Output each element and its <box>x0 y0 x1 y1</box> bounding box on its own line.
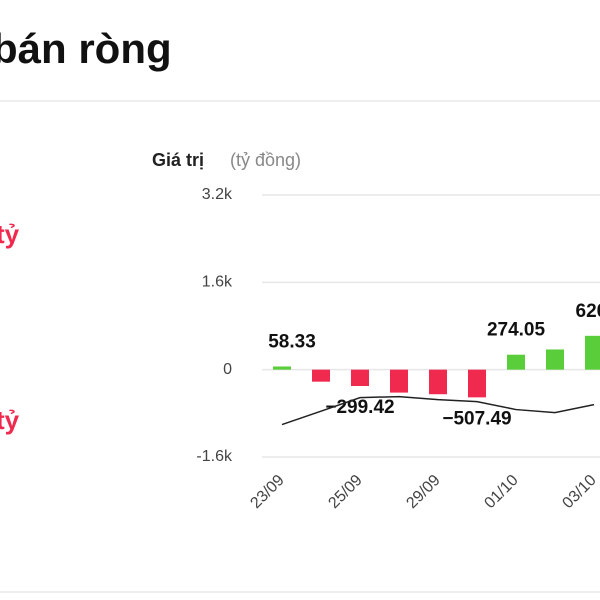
bar <box>585 335 600 370</box>
side-value: tỷ <box>0 219 20 249</box>
y-axis-unit: (tỷ đồng) <box>230 150 301 170</box>
y-tick-label: -1.6k <box>196 448 233 465</box>
y-tick-label: 3.2k <box>202 186 233 203</box>
x-tick-label: 25/09 <box>325 472 365 512</box>
bar <box>507 354 525 370</box>
bar <box>390 369 408 393</box>
value-label: 274.05 <box>487 320 546 341</box>
side-value: tỷ <box>0 405 20 435</box>
y-tick-label: 0 <box>223 361 232 378</box>
value-label: 58.33 <box>268 331 316 352</box>
value-label: 620. <box>576 301 600 322</box>
bar <box>546 349 564 370</box>
bar <box>429 369 447 395</box>
x-tick-label: 29/09 <box>403 472 443 512</box>
x-tick-label: 03/10 <box>559 472 599 512</box>
bar <box>351 369 369 387</box>
page-title: bán ròng <box>0 25 172 72</box>
bar <box>468 369 486 398</box>
trend-line <box>281 395 595 426</box>
x-tick-label: 23/09 <box>247 472 287 512</box>
bar <box>273 366 291 370</box>
value-label: −299.42 <box>325 397 394 418</box>
x-tick-label: 01/10 <box>481 472 521 512</box>
y-tick-label: 1.6k <box>202 274 233 291</box>
bar <box>312 369 330 382</box>
y-axis-label: Giá trị <box>152 150 204 170</box>
value-label: −507.49 <box>442 408 511 429</box>
